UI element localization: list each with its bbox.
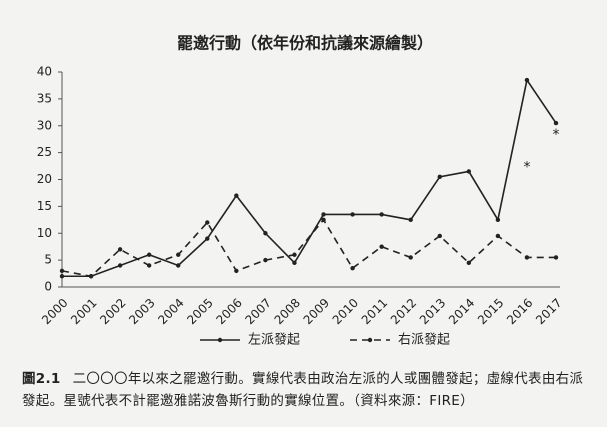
point bbox=[59, 274, 65, 279]
x-tick-label: 2001 bbox=[68, 296, 99, 327]
annotation: * bbox=[523, 159, 530, 175]
x-tick-label: 2000 bbox=[39, 296, 70, 327]
x-tick-label: 2014 bbox=[446, 296, 477, 327]
y-tick-label: 20 bbox=[37, 172, 52, 186]
point bbox=[234, 268, 239, 274]
point bbox=[263, 257, 268, 263]
y-tick-label: 25 bbox=[37, 145, 52, 159]
point bbox=[234, 193, 239, 198]
y-tick-label: 40 bbox=[37, 65, 52, 79]
point bbox=[263, 231, 268, 236]
point bbox=[524, 255, 530, 260]
point bbox=[524, 77, 530, 83]
x-tick-label: 2011 bbox=[359, 296, 390, 327]
x-tick-label: 2015 bbox=[475, 296, 506, 327]
point bbox=[437, 174, 442, 180]
x-tick-label: 2012 bbox=[388, 296, 419, 327]
point bbox=[146, 252, 152, 257]
y-tick-label: 5 bbox=[44, 253, 52, 267]
chart: 罷邀行動（依年份和抗議來源繪製） 05101520253035402000200… bbox=[37, 34, 565, 348]
caption-label: 圖2.1 bbox=[22, 371, 61, 387]
point bbox=[495, 217, 501, 223]
x-tick-label: 2013 bbox=[417, 296, 448, 327]
y-tick-label: 30 bbox=[37, 118, 52, 132]
y-tick-label: 35 bbox=[37, 91, 52, 105]
x-tick-label: 2016 bbox=[504, 296, 535, 327]
legend-marker bbox=[367, 337, 373, 343]
caption-text: 二〇〇〇年以來之罷邀行動。實線代表由政治左派的人或團體發起；虛線代表由右派發起。… bbox=[22, 371, 584, 409]
point bbox=[59, 268, 65, 274]
point bbox=[553, 120, 559, 126]
y-tick-label: 15 bbox=[37, 199, 52, 213]
y-tick-label: 0 bbox=[44, 280, 52, 294]
point bbox=[176, 263, 181, 268]
point bbox=[553, 255, 559, 260]
point bbox=[292, 252, 297, 257]
point bbox=[321, 212, 326, 217]
point bbox=[379, 244, 384, 249]
y-tick-label: 10 bbox=[37, 226, 52, 240]
x-tick-label: 2010 bbox=[330, 296, 361, 327]
x-tick-label: 2006 bbox=[213, 296, 244, 327]
x-tick-label: 2003 bbox=[126, 296, 157, 327]
annotation: * bbox=[553, 127, 560, 143]
point bbox=[205, 236, 210, 241]
point bbox=[205, 220, 210, 225]
point bbox=[176, 252, 181, 257]
x-tick-label: 2017 bbox=[533, 296, 564, 327]
point bbox=[437, 233, 442, 239]
x-tick-label: 2008 bbox=[272, 296, 303, 327]
caption: 圖2.1 二〇〇〇年以來之罷邀行動。實線代表由政治左派的人或團體發起；虛線代表由右… bbox=[22, 368, 590, 412]
x-tick-label: 2002 bbox=[97, 296, 128, 327]
x-tick-label: 2007 bbox=[243, 296, 274, 327]
chart-title: 罷邀行動（依年份和抗議來源繪製） bbox=[177, 34, 433, 53]
point bbox=[466, 169, 472, 174]
point bbox=[292, 260, 297, 266]
point bbox=[379, 212, 384, 217]
legend-marker bbox=[217, 337, 223, 343]
point bbox=[466, 260, 472, 266]
legend-label: 右派發起 bbox=[398, 333, 450, 348]
legend-label: 左派發起 bbox=[248, 333, 300, 348]
x-tick-label: 2005 bbox=[184, 296, 215, 327]
point bbox=[117, 247, 123, 252]
point bbox=[408, 255, 413, 260]
point bbox=[350, 265, 355, 271]
series-line bbox=[62, 78, 557, 278]
point bbox=[117, 263, 123, 268]
point bbox=[495, 233, 501, 239]
point bbox=[350, 212, 355, 217]
series-line bbox=[61, 218, 556, 278]
point bbox=[146, 263, 152, 268]
x-tick-label: 2009 bbox=[301, 296, 332, 327]
point bbox=[321, 217, 326, 223]
point bbox=[88, 274, 94, 279]
x-tick-label: 2004 bbox=[155, 296, 186, 327]
point bbox=[408, 217, 413, 223]
